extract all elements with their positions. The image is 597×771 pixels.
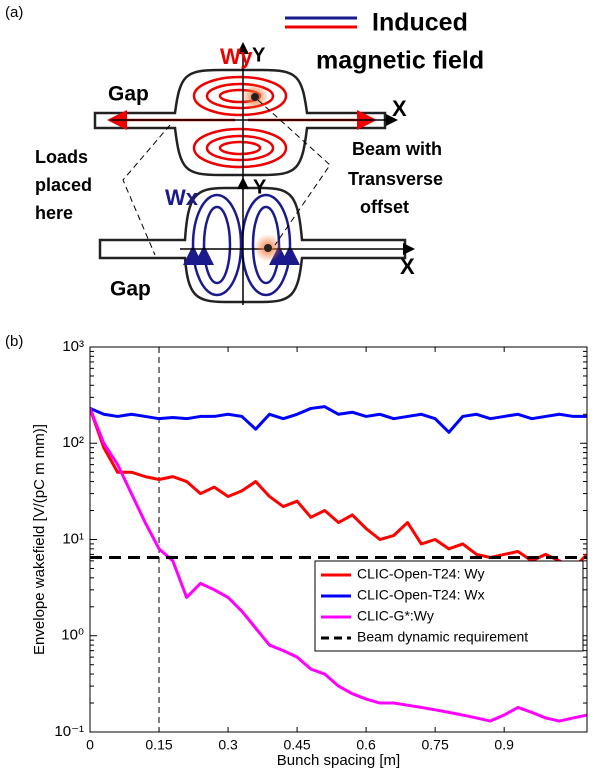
x-tick-label: 0.9 xyxy=(494,737,514,753)
note-text: offset xyxy=(360,197,409,217)
axis-label: Y xyxy=(253,176,267,198)
axis-label: X xyxy=(400,254,415,279)
y-tick-label: 10¹ xyxy=(62,530,84,547)
legend-text: Induced xyxy=(372,9,468,37)
legend-label: CLIC-G*:Wy xyxy=(357,608,434,624)
x-axis-title: Bunch spacing [m] xyxy=(277,752,400,769)
y-axis-title: Envelope wakefield [V/(pC m mm)] xyxy=(31,424,48,655)
beam xyxy=(264,244,272,252)
axis-label: Y xyxy=(252,44,266,66)
y-tick-label: 10⁻¹ xyxy=(54,723,84,740)
panel-label: (a) xyxy=(5,4,23,21)
x-tick-label: 0.6 xyxy=(356,737,376,753)
note-text: Loads xyxy=(35,147,88,167)
gap-label: Gap xyxy=(110,278,151,301)
legend-label: CLIC-Open-T24: Wy xyxy=(357,566,484,582)
cavity xyxy=(93,68,387,177)
y-tick-label: 10³ xyxy=(62,338,84,355)
note-text: here xyxy=(35,203,73,223)
legend-label: CLIC-Open-T24: Wx xyxy=(357,587,485,603)
x-tick-label: 0.45 xyxy=(283,737,310,753)
series-line xyxy=(90,407,587,723)
gap-label: Gap xyxy=(108,83,149,106)
legend-label: Beam dynamic requirement xyxy=(357,629,528,645)
x-tick-label: 0.15 xyxy=(145,737,172,753)
x-tick-label: 0.3 xyxy=(218,737,238,753)
y-tick-label: 10² xyxy=(62,434,84,451)
series-line xyxy=(90,405,587,434)
note-text: Beam with xyxy=(352,139,442,159)
pointer-lines xyxy=(122,99,331,256)
diagram: (a) Induced magnetic field Wy Y X Gap xyxy=(5,4,484,305)
note-text: Transverse xyxy=(348,169,443,189)
note-text: placed xyxy=(35,175,92,195)
legend-text: magnetic field xyxy=(316,47,484,75)
axis-label: X xyxy=(392,96,407,121)
axes-frame xyxy=(89,346,588,733)
plot-area xyxy=(90,347,587,732)
legend-box xyxy=(314,560,584,652)
panel-label: (b) xyxy=(5,333,23,350)
series-line xyxy=(90,407,587,570)
chart: (b) 0 0.15 0.3 0.45 0.6 0.75 0.9 10⁻¹ 10⁰ 10¹ 10² 10… xyxy=(5,333,588,769)
field-label: Wy xyxy=(220,44,253,69)
field-label: Wx xyxy=(165,185,199,210)
y-tick-label: 10⁰ xyxy=(61,627,84,644)
x-tick-label: 0.75 xyxy=(422,737,449,753)
field-loops xyxy=(107,75,377,169)
x-tick-label: 0 xyxy=(86,737,94,753)
beam xyxy=(251,93,259,101)
cavity xyxy=(98,186,407,304)
